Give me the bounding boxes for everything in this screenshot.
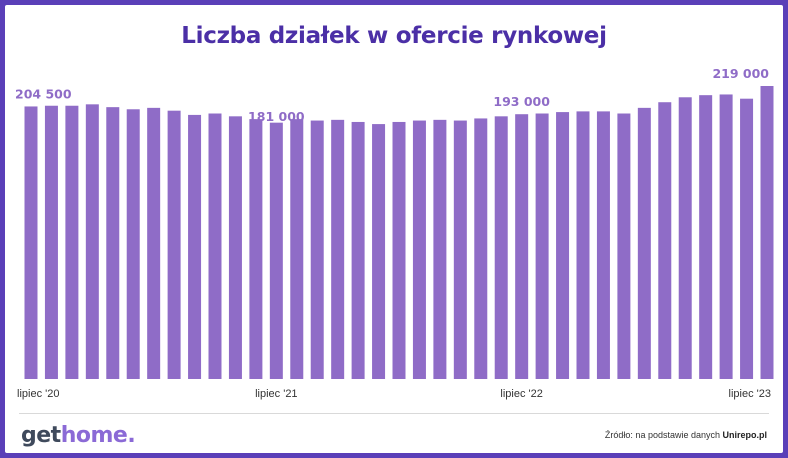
bar: [678, 97, 692, 379]
data-label: 204 500: [15, 86, 72, 101]
bar: [147, 107, 161, 380]
logo-text-get: get: [21, 423, 61, 448]
footer-divider: [19, 413, 769, 414]
logo-text-home: home: [60, 423, 128, 448]
bar: [556, 112, 570, 379]
bar: [658, 102, 672, 379]
bar: [290, 119, 304, 379]
bar: [515, 114, 529, 380]
bar: [228, 116, 242, 379]
bar: [740, 98, 754, 379]
bar: [760, 86, 774, 379]
bar: [167, 110, 181, 380]
bar: [44, 105, 58, 380]
bar: [412, 120, 426, 380]
data-label: 219 000: [712, 66, 769, 81]
bar: [208, 113, 222, 379]
gethome-logo: gethome.: [21, 423, 136, 448]
bar: [269, 122, 283, 380]
x-tick-label: lipiec '23: [729, 388, 771, 400]
bar: [596, 111, 610, 379]
bar: [331, 119, 345, 379]
bar-chart: lipiec '20 lipiec '21 lipiec '22 lipiec '23…: [15, 66, 774, 400]
chart-card: Liczba działek w ofercie rynkowej lipiec…: [5, 5, 783, 453]
bar: [372, 124, 386, 379]
bar: [310, 120, 324, 380]
bar: [24, 106, 38, 379]
bar: [249, 119, 263, 379]
data-label: 181 000: [248, 109, 305, 124]
bar: [351, 121, 365, 380]
bar: [433, 119, 447, 379]
source-prefix: Źródło: na podstawie danych: [604, 430, 723, 440]
bar: [535, 113, 549, 379]
chart-title: Liczba działek w ofercie rynkowej: [181, 23, 607, 49]
x-tick-label: lipiec '21: [255, 388, 297, 400]
bar: [719, 94, 733, 380]
bar: [474, 118, 488, 379]
bar: [576, 111, 590, 379]
source-name: Unirepo.pl: [722, 430, 768, 440]
source-note: Źródło: na podstawie danych Unirepo.pl: [605, 430, 767, 440]
bar: [392, 121, 406, 380]
bar: [106, 107, 120, 380]
bar: [637, 107, 651, 380]
bar: [126, 109, 140, 380]
bar: [85, 104, 99, 379]
bar: [494, 116, 508, 379]
x-tick-label: lipiec '20: [17, 388, 59, 400]
bar: [65, 105, 79, 380]
data-label: 193 000: [493, 94, 550, 109]
bar: [188, 114, 202, 379]
x-tick-label: lipiec '22: [500, 388, 542, 400]
bar: [699, 95, 713, 380]
logo-dot: .: [127, 423, 136, 448]
bar: [617, 113, 631, 379]
bar: [453, 120, 467, 380]
